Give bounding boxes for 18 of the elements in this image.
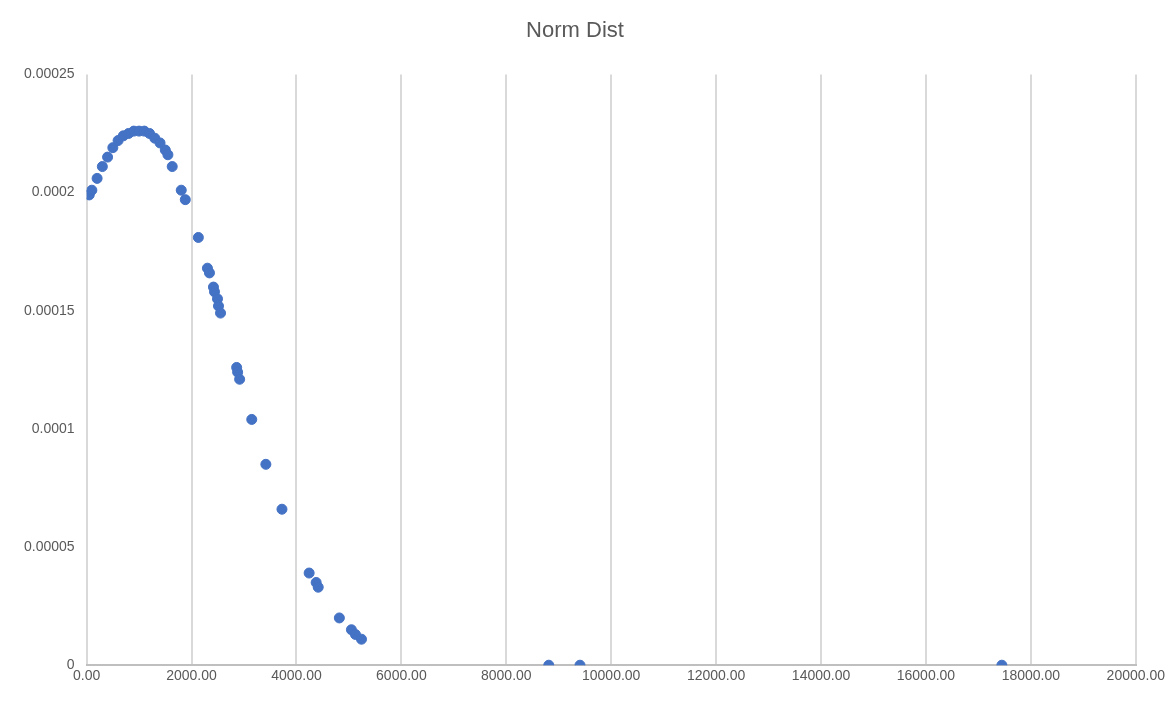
y-tick-label: 0.00025 — [24, 65, 75, 82]
y-tick-label: 0.0001 — [31, 419, 75, 436]
x-tick-label: 20000.00 — [1106, 667, 1166, 684]
x-tick-label: 6000.00 — [376, 667, 427, 684]
x-tick-label: 4000.00 — [271, 667, 322, 684]
x-tick-label: 14000.00 — [791, 667, 851, 684]
x-tick-label: 0.00 — [72, 667, 101, 684]
x-tick-label: 10000.00 — [582, 667, 641, 684]
y-tick-label: 0.00015 — [24, 301, 75, 318]
x-tick-label: 2000.00 — [166, 667, 218, 684]
y-tick-label: 0.00005 — [24, 537, 75, 554]
chart-title: Norm Dist — [526, 17, 624, 43]
x-tick-label: 8000.00 — [480, 667, 532, 684]
x-tick-label: 18000.00 — [1001, 667, 1061, 684]
x-tick-label: 12000.00 — [686, 667, 746, 684]
y-tick-label: 0 — [66, 656, 75, 673]
x-tick-label: 16000.00 — [896, 667, 956, 684]
y-tick-label: 0.0002 — [31, 183, 75, 200]
